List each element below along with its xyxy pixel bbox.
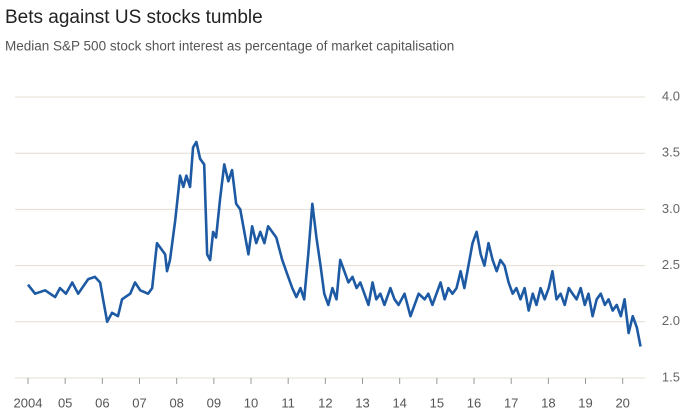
x-tick-label: 18 [541,395,555,410]
x-tick-label: 11 [281,395,295,410]
y-tick-label: 2.5 [662,257,680,272]
x-tick-label: 15 [430,395,444,410]
x-tick-label: 17 [504,395,518,410]
x-tick-label: 09 [207,395,221,410]
x-tick-label: 10 [244,395,258,410]
data-line [26,140,642,347]
y-tick-label: 1.5 [662,369,680,384]
y-tick-label: 3.0 [662,201,680,216]
x-tick-label: 05 [58,395,72,410]
y-tick-label: 3.5 [662,145,680,160]
x-tick-label: 20 [615,395,629,410]
x-tick-label: 07 [132,395,146,410]
x-tick-label: 06 [95,395,109,410]
x-tick-label: 14 [392,395,406,410]
x-tick-label: 2004 [14,395,43,410]
x-tick-label: 08 [169,395,183,410]
x-tick-label: 12 [318,395,332,410]
chart-title: Bets against US stocks tumble [5,7,263,28]
chart-subtitle: Median S&P 500 stock short interest as p… [5,39,454,54]
x-tick-label: 19 [578,395,592,410]
x-tick-label: 13 [355,395,369,410]
y-tick-label: 2.0 [662,313,680,328]
y-tick-label: 4.0 [662,88,680,103]
x-tick-label: 16 [467,395,481,410]
